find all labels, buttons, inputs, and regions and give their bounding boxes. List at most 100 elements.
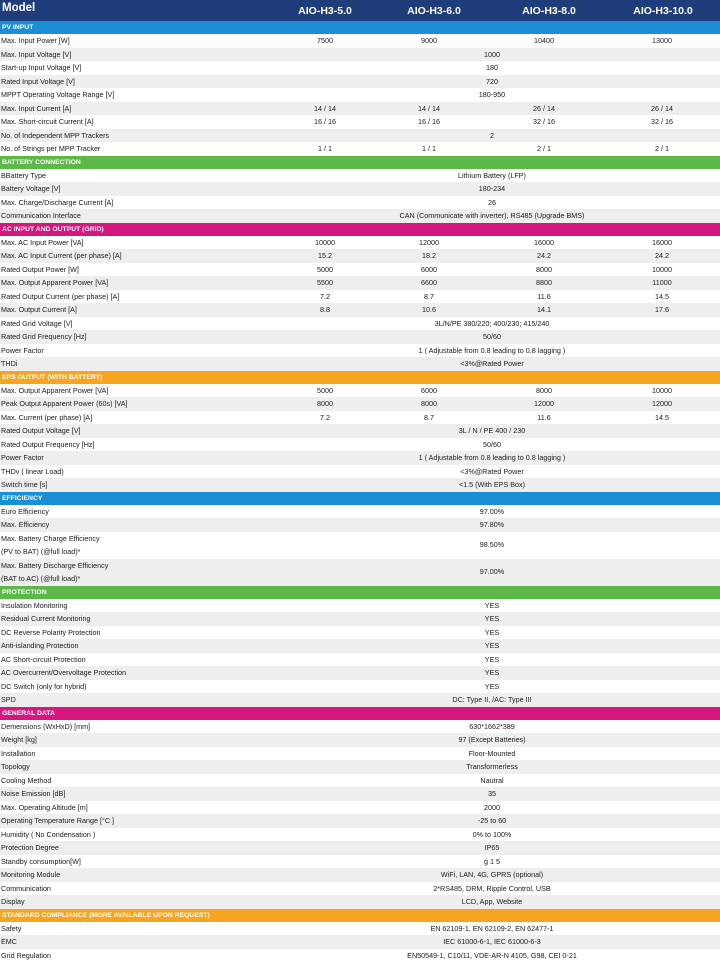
spec-label: EMC <box>1 937 17 946</box>
spec-value-all-models: 1000 <box>484 49 500 59</box>
spec-row: Max. Current (per phase) [A] 7.2 8.7 11.6 14… <box>0 411 720 425</box>
spec-value-model-1: 15.2 <box>318 251 332 260</box>
spec-row: DC Reverse Polarity Protection YES <box>0 626 720 640</box>
spec-label: No. of Strings per MPP Tracker <box>1 144 101 153</box>
section-header-efficiency: EFFICIENCY <box>0 491 720 505</box>
spec-value-all-models: Floor-Mounted <box>468 748 516 758</box>
spec-label: Operating Temperature Range [°C ] <box>1 816 115 825</box>
spec-row: Installation Floor-Mounted <box>0 747 720 761</box>
spec-value-model-3: 26 / 14 <box>533 103 555 113</box>
spec-row: THDi <3%@Rated Power <box>0 357 720 371</box>
spec-value-all-models: IP65 <box>484 843 500 852</box>
spec-value-all-models: CAN (Communicate with inverter), RS485 (… <box>399 211 585 220</box>
spec-value-model-4: 13000 <box>652 36 672 45</box>
spec-value-model-4: 32 / 16 <box>651 117 673 126</box>
spec-row: No. of Strings per MPP Tracker 1 / 1 1 / 1… <box>0 142 720 156</box>
spec-row: Operating Temperature Range [°C ] -25 to … <box>0 814 720 828</box>
spec-label: BBattery Type <box>1 170 47 180</box>
spec-value-all-models: 97.00% <box>479 567 505 577</box>
spec-value-all-models: 50/60 <box>483 439 501 449</box>
spec-row: Noise Emission [dB] 35 <box>0 787 720 801</box>
spec-label-line-1: Max. Battery Charge Efficiency <box>1 533 100 543</box>
spec-row: Max. Operating Altitude [m] 2000 <box>0 801 720 815</box>
spec-value-model-2: 16 / 16 <box>418 117 440 126</box>
spec-label: Protection Degree <box>1 843 59 852</box>
spec-value-model-2: 6000 <box>421 264 437 274</box>
spec-value-all-models: EN50549-1, C10/11, VDE-AR-N 4105, G98, C… <box>407 950 577 960</box>
spec-label: Max. Operating Altitude [m] <box>1 802 88 812</box>
spec-value-all-models: 180 <box>486 63 498 72</box>
spec-value-all-models: YES <box>484 600 500 610</box>
spec-row: Insulation Monitoring YES <box>0 599 720 613</box>
spec-value-all-models: <3%@Rated Power <box>460 359 524 368</box>
spec-row: Safety EN 62109-1, EN 62109-2, EN 62477-1 <box>0 922 720 936</box>
spec-row: Euro Efficiency 97.00% <box>0 505 720 519</box>
spec-value-model-4: 26 / 14 <box>651 103 673 113</box>
spec-label: Max. Output Current [A] <box>1 305 77 314</box>
spec-row: Demensions (WxHxD) [mm] 630*1662*389 <box>0 720 720 734</box>
spec-value-model-1: 1 / 1 <box>318 144 332 153</box>
spec-row: Max. Battery Discharge Efficiency (BAT to… <box>0 558 720 586</box>
spec-value-all-models: Transformerless <box>466 762 518 771</box>
spec-row: Max. Output Apparent Power [VA] 5000 6000 8… <box>0 384 720 398</box>
spec-row: Rated Output Frequency [Hz] 50/60 <box>0 438 720 452</box>
spec-label: Communication <box>1 883 51 893</box>
spec-row: Rated Output Voltage [V] 3L / N / PE 400 … <box>0 424 720 438</box>
spec-value-all-models: YES <box>484 614 500 623</box>
spec-value-model-3: 12000 <box>534 399 554 408</box>
spec-row: Residual Current Monitoring YES <box>0 612 720 626</box>
spec-value-all-models: YES <box>484 627 500 637</box>
spec-row: AC Short-circuit Protection YES <box>0 653 720 667</box>
spec-label: Rated Grid Voltage [V] <box>1 318 73 328</box>
spec-label: Peak Output Apparent Power (60s) [VA] <box>1 399 128 408</box>
spec-row: Max. Input Power [W] 7500 9000 10400 13000 <box>0 34 720 48</box>
spec-label: SPD <box>1 695 16 704</box>
spec-label: Display <box>1 897 25 906</box>
spec-label: Cooling Method <box>1 775 52 785</box>
spec-value-model-3: 14.1 <box>537 305 551 314</box>
model-label: Model <box>2 2 36 14</box>
spec-row: Rated Grid Voltage [V] 3L/N/PE 380/220; 4… <box>0 317 720 331</box>
spec-value-model-1: 5500 <box>317 278 333 287</box>
spec-row: Communication 2*RS485, DRM, Ripple Contro… <box>0 882 720 896</box>
spec-value-all-models: 1 ( Adjustable from 0.8 leading to 0.8 l… <box>418 453 566 462</box>
model-column-2: AIO-H3-6.0 <box>407 5 461 17</box>
spec-value-all-models: EN 62109-1, EN 62109-2, EN 62477-1 <box>430 923 554 933</box>
spec-label: Switch time [s] <box>1 480 48 489</box>
spec-label: THDv ( linear Load) <box>1 466 64 476</box>
spec-value-model-3: 16000 <box>534 237 554 247</box>
spec-label: AC Short-circuit Protection <box>1 654 86 664</box>
spec-value-model-1: 7500 <box>317 36 333 45</box>
spec-row: MPPT Operating Voltage Range [V] 180-950 <box>0 88 720 102</box>
spec-row: BBattery Type Lithium Battery (LFP) <box>0 169 720 183</box>
spec-row: Max. Efficiency 97.80% <box>0 518 720 532</box>
spec-row: Monitoring Module WiFi, LAN, 4G, GPRS (op… <box>0 868 720 882</box>
spec-row: Start-up Input Voltage [V] 180 <box>0 61 720 75</box>
spec-row: Max. Short-circuit Current [A] 16 / 16 16 … <box>0 115 720 129</box>
spec-row: DC Switch (only for hybrid) YES <box>0 680 720 694</box>
spec-label-line-1: Max. Battery Discharge Efficiency <box>1 560 109 570</box>
spec-row: Communication Interface CAN (Communicate … <box>0 209 720 223</box>
section-header-protection: PROTECTION <box>0 585 720 599</box>
spec-label: Power Factor <box>1 453 44 462</box>
spec-value-all-models: 98.50% <box>479 540 505 550</box>
spec-row: Weight [kg] 97 (Except Batteries) <box>0 733 720 747</box>
spec-value-model-1: 7.2 <box>320 412 330 422</box>
spec-label: Max. Input Current [A] <box>1 103 72 113</box>
spec-value-all-models: WiFi, LAN, 4G, GPRS (optional) <box>440 870 544 879</box>
spec-row: No. of Independent MPP Trackers 2 <box>0 128 720 142</box>
spec-value-all-models: 720 <box>486 76 498 86</box>
spec-value-model-2: 8.7 <box>424 412 434 422</box>
spec-value-all-models: ǵ 1 5 <box>484 856 500 866</box>
spec-value-all-models: 3L/N/PE 380/220; 400/230; 415/240 <box>434 318 550 328</box>
spec-row: Switch time [s] <1.5 (With EPS Box) <box>0 478 720 492</box>
spec-row: Power Factor 1 ( Adjustable from 0.8 lead… <box>0 451 720 465</box>
spec-label: Max. Output Apparent Power [VA] <box>1 278 109 287</box>
spec-value-model-1: 16 / 16 <box>314 117 336 126</box>
spec-value-model-4: 12000 <box>652 399 672 408</box>
spec-label: Rated Output Frequency [Hz] <box>1 439 95 449</box>
spec-label: Topology <box>1 762 30 771</box>
spec-row: Peak Output Apparent Power (60s) [VA] 800… <box>0 397 720 411</box>
spec-value-model-2: 18.2 <box>422 251 436 260</box>
spec-label: Standby consumption[W] <box>1 856 81 866</box>
